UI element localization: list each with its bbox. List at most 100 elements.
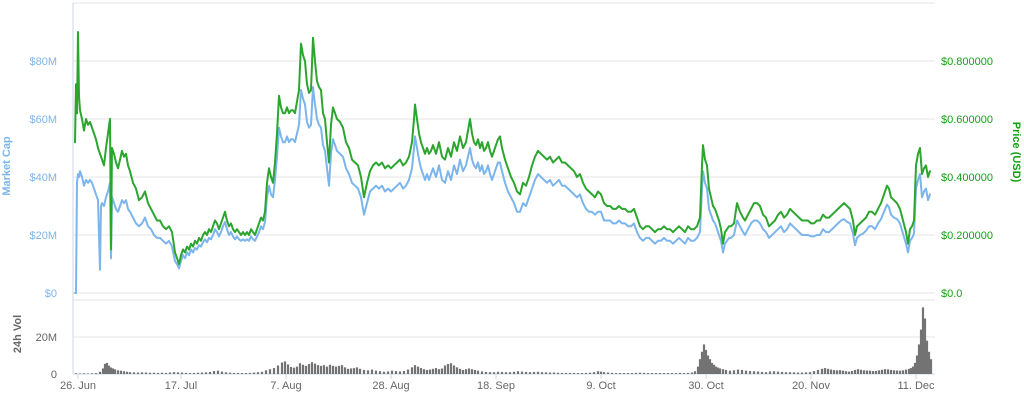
volume-bar xyxy=(528,372,532,374)
volume-bar xyxy=(596,371,600,374)
market-cap-tick-label: $60M xyxy=(29,114,57,126)
volume-bar xyxy=(428,369,432,374)
volume-bar xyxy=(634,372,638,374)
volume-bar xyxy=(504,372,508,374)
date-tick-label: 18. Sep xyxy=(477,380,515,392)
volume-bar xyxy=(907,368,911,374)
market-cap-line xyxy=(74,86,931,294)
price-tick-label: $0.400000 xyxy=(941,172,993,184)
volume-bar xyxy=(310,362,314,374)
volume-bar xyxy=(835,370,839,374)
volume-bar xyxy=(536,371,540,374)
volume-bar xyxy=(686,372,690,374)
volume-bar xyxy=(820,368,824,374)
volume-bar xyxy=(148,372,152,374)
volume-bar xyxy=(410,367,414,374)
volume-bar xyxy=(394,371,398,374)
plot-area[interactable] xyxy=(73,0,935,376)
volume-bar xyxy=(419,368,423,374)
volume-bar xyxy=(240,373,244,374)
volume-bar xyxy=(184,372,188,374)
volume-bar xyxy=(132,372,136,374)
volume-bar xyxy=(449,363,453,374)
volume-bar xyxy=(796,372,800,374)
volume-bar xyxy=(674,373,678,374)
volume-bar xyxy=(895,370,899,374)
volume-bar xyxy=(232,372,236,374)
volume-bar xyxy=(286,364,290,374)
volume-bar xyxy=(352,368,356,374)
volume-tick-label: 20M xyxy=(36,332,57,344)
volume-bar xyxy=(492,372,496,374)
volume-bar xyxy=(402,371,406,374)
volume-bar xyxy=(865,370,869,374)
price-tick-label: $0.200000 xyxy=(941,230,993,242)
volume-bar xyxy=(480,371,484,374)
volume-bar xyxy=(168,372,172,374)
volume-bar xyxy=(909,368,913,374)
volume-bar xyxy=(693,371,697,374)
volume-bar xyxy=(696,366,700,374)
volume-bar xyxy=(152,372,156,374)
volume-bar xyxy=(576,373,580,374)
volume-bar xyxy=(136,372,140,374)
volume-bar xyxy=(244,373,248,374)
volume-bar xyxy=(473,369,477,374)
volume-bar xyxy=(572,372,576,374)
volume-bar xyxy=(425,369,429,374)
date-tick-label: 17. Jul xyxy=(165,380,197,392)
volume-bar xyxy=(780,371,784,374)
volume-bar xyxy=(192,372,196,374)
volume-bar xyxy=(196,372,200,374)
volume-bar xyxy=(319,365,323,374)
volume-bar xyxy=(618,373,622,374)
volume-bar xyxy=(292,367,296,374)
volume-bar xyxy=(904,369,908,374)
volume-bar xyxy=(646,373,650,374)
volume-bar xyxy=(331,365,335,374)
volume-bar xyxy=(98,371,102,374)
volume-bar xyxy=(220,371,224,374)
volume-bar xyxy=(382,371,386,374)
volume-bar xyxy=(622,373,626,374)
volume-bar xyxy=(74,373,78,374)
volume-bar xyxy=(520,371,524,374)
volume-bar xyxy=(416,366,420,374)
volume-bar xyxy=(516,371,520,374)
volume-bar xyxy=(776,371,780,374)
volume-bar xyxy=(458,368,462,374)
volume-bar xyxy=(630,373,634,374)
market-cap-tick-label: $0 xyxy=(45,288,57,300)
volume-bar xyxy=(913,362,917,374)
volume-bar xyxy=(883,369,887,374)
volume-bar xyxy=(216,370,220,374)
volume-bar xyxy=(455,367,459,374)
volume-bar xyxy=(386,371,390,374)
volume-bar xyxy=(176,372,180,374)
volume-bar xyxy=(736,369,740,374)
volume-bar xyxy=(334,366,338,374)
volume-bar xyxy=(892,370,896,374)
price-line xyxy=(74,31,931,265)
volume-bar xyxy=(862,370,866,374)
volume-bar xyxy=(826,368,830,374)
volume-bar xyxy=(252,372,256,374)
volume-bar xyxy=(610,372,614,374)
volume-bar xyxy=(508,372,512,374)
volume-bar xyxy=(716,367,720,374)
volume-bar xyxy=(144,372,148,374)
volume-bar xyxy=(107,365,111,374)
volume-bar xyxy=(564,372,568,374)
volume-bar xyxy=(710,362,714,374)
volume-bar xyxy=(752,371,756,374)
volume-bar xyxy=(768,371,772,374)
volume-tick-label: 0 xyxy=(51,369,57,381)
volume-bar xyxy=(606,372,610,374)
volume-bar xyxy=(122,371,126,374)
volume-bar xyxy=(588,372,592,374)
volume-bar xyxy=(212,371,216,374)
volume-bar xyxy=(434,368,438,374)
volume-bar xyxy=(708,359,712,374)
volume-bar xyxy=(378,371,382,374)
volume-bar xyxy=(568,372,572,374)
